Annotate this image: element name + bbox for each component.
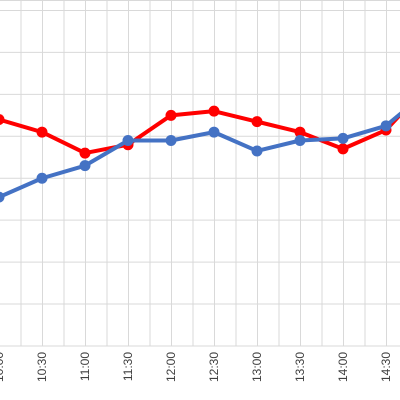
data-point (79, 160, 91, 172)
chart-gridlines (0, 0, 400, 347)
data-point (337, 132, 349, 144)
x-tick-label: 10:30 (35, 352, 49, 382)
data-point (337, 143, 349, 155)
x-tick-label: 13:30 (293, 352, 307, 382)
data-point (0, 114, 5, 125)
x-tick-label: 11:00 (78, 352, 92, 381)
data-point (36, 172, 48, 184)
data-point (36, 126, 48, 138)
series-2 (0, 111, 400, 203)
data-point (79, 147, 91, 159)
x-axis-tick-labels: 10:00 10:30 11:00 11:30 12:00 12:30 13:00 13:30… (0, 352, 393, 382)
data-point (0, 191, 5, 203)
data-point (165, 109, 177, 121)
data-point (251, 116, 263, 128)
chart-series (0, 105, 400, 203)
series-line (0, 111, 400, 199)
x-tick-label: 12:00 (164, 352, 178, 382)
data-point (251, 145, 263, 157)
x-tick-label: 14:30 (379, 352, 393, 382)
x-tick-label: 10:00 (0, 352, 6, 382)
data-point (294, 126, 306, 138)
data-point (165, 134, 177, 146)
x-tick-label: 12:30 (207, 352, 221, 382)
data-point (380, 120, 392, 132)
series-1 (0, 105, 400, 159)
data-point (208, 105, 220, 117)
data-point (208, 126, 220, 138)
x-tick-label: 14:00 (336, 352, 350, 382)
x-tick-label: 13:00 (250, 352, 264, 382)
x-tick-label: 11:30 (121, 352, 135, 381)
data-point (294, 134, 306, 146)
data-point (122, 134, 134, 146)
